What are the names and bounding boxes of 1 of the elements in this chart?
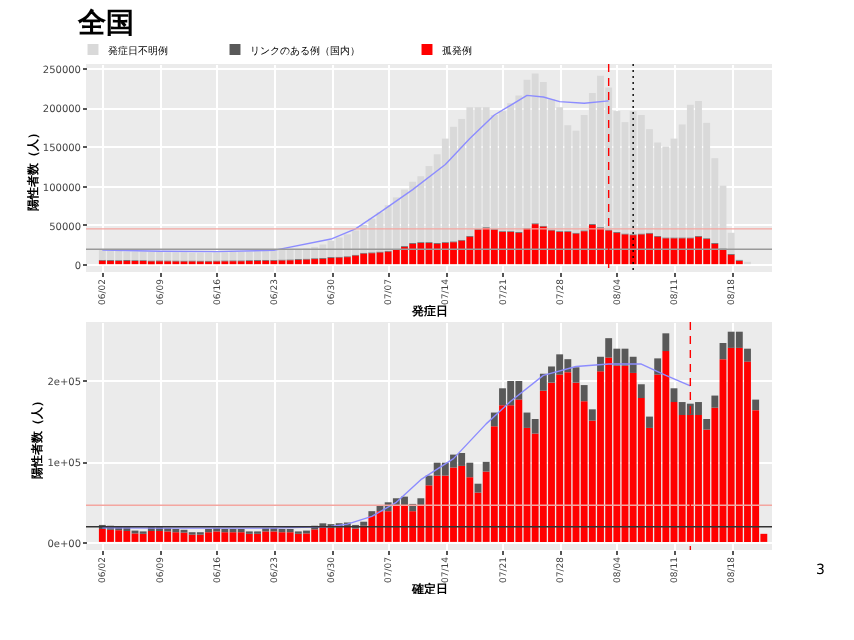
chart-title: 全国 xyxy=(75,8,134,40)
